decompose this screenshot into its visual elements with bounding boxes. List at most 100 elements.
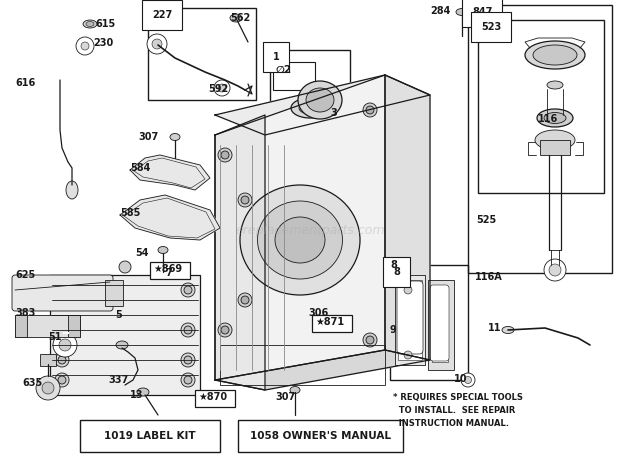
Circle shape: [218, 148, 232, 162]
Ellipse shape: [170, 134, 180, 141]
Bar: [220, 345, 385, 385]
Polygon shape: [215, 115, 265, 390]
Ellipse shape: [306, 88, 334, 112]
Text: 11: 11: [488, 323, 502, 333]
Circle shape: [171, 161, 179, 169]
Text: 9: 9: [390, 325, 397, 335]
Text: 635: 635: [22, 378, 42, 388]
Ellipse shape: [83, 20, 97, 28]
Ellipse shape: [537, 109, 573, 127]
Ellipse shape: [290, 386, 300, 394]
Circle shape: [58, 376, 66, 384]
Circle shape: [58, 356, 66, 364]
Bar: [390, 265, 468, 380]
Bar: [398, 280, 422, 360]
Bar: [50, 275, 200, 395]
Ellipse shape: [230, 14, 242, 22]
Circle shape: [363, 103, 377, 117]
Bar: [68, 315, 80, 337]
Circle shape: [152, 39, 162, 49]
Circle shape: [196, 171, 204, 179]
Circle shape: [544, 259, 566, 281]
Text: 13: 13: [130, 390, 143, 400]
Ellipse shape: [116, 341, 128, 349]
Text: 1: 1: [273, 52, 280, 62]
Text: 625: 625: [15, 270, 35, 280]
Text: 523: 523: [481, 22, 501, 32]
Text: 847: 847: [472, 7, 492, 17]
Circle shape: [461, 373, 475, 387]
Ellipse shape: [275, 217, 325, 263]
Polygon shape: [120, 195, 220, 240]
Bar: [312, 315, 352, 332]
Bar: [195, 390, 235, 407]
Text: 584: 584: [130, 163, 151, 173]
Text: 116: 116: [538, 114, 558, 124]
Circle shape: [42, 382, 54, 394]
Text: 5: 5: [115, 310, 122, 320]
Text: 51: 51: [48, 332, 61, 342]
Circle shape: [141, 166, 149, 174]
Bar: [468, 5, 612, 273]
Bar: [238, 420, 403, 452]
Circle shape: [549, 264, 561, 276]
Text: 562: 562: [230, 13, 250, 23]
Circle shape: [184, 286, 192, 294]
Circle shape: [166, 201, 174, 209]
Circle shape: [221, 151, 229, 159]
Text: 8: 8: [390, 260, 397, 270]
Text: 8: 8: [393, 267, 400, 277]
Circle shape: [404, 286, 412, 294]
Circle shape: [184, 356, 192, 364]
Ellipse shape: [240, 185, 360, 295]
Text: 307: 307: [138, 132, 158, 142]
Circle shape: [55, 283, 69, 297]
Ellipse shape: [525, 41, 585, 69]
Text: 615: 615: [95, 19, 115, 29]
Ellipse shape: [456, 8, 468, 16]
Circle shape: [133, 211, 141, 219]
Circle shape: [55, 323, 69, 337]
Circle shape: [214, 80, 230, 96]
Bar: [15, 315, 80, 337]
Circle shape: [366, 106, 374, 114]
Circle shape: [363, 333, 377, 347]
Ellipse shape: [158, 247, 168, 254]
Circle shape: [218, 323, 232, 337]
Circle shape: [241, 196, 249, 204]
Ellipse shape: [533, 45, 577, 65]
Text: 585: 585: [120, 208, 140, 218]
Circle shape: [59, 339, 71, 351]
Ellipse shape: [535, 130, 575, 150]
FancyBboxPatch shape: [430, 285, 449, 361]
Ellipse shape: [291, 98, 329, 118]
Text: 284: 284: [430, 6, 450, 16]
Circle shape: [36, 376, 60, 400]
Bar: [395, 275, 425, 365]
Text: 307: 307: [275, 392, 295, 402]
Ellipse shape: [257, 201, 342, 279]
Bar: [15, 315, 27, 337]
Text: ★870: ★870: [198, 392, 227, 402]
Circle shape: [218, 84, 226, 92]
Circle shape: [81, 42, 89, 50]
Bar: [540, 140, 570, 155]
Text: 592: 592: [208, 84, 228, 94]
Ellipse shape: [544, 112, 566, 124]
Bar: [80, 420, 220, 452]
Circle shape: [76, 37, 94, 55]
Text: 54: 54: [135, 248, 149, 258]
Text: 616: 616: [15, 78, 35, 88]
Circle shape: [181, 323, 195, 337]
Text: 230: 230: [93, 38, 113, 48]
Ellipse shape: [547, 81, 563, 89]
Circle shape: [53, 333, 77, 357]
FancyBboxPatch shape: [397, 281, 423, 354]
Circle shape: [181, 373, 195, 387]
Text: 116A: 116A: [475, 272, 503, 282]
Circle shape: [58, 326, 66, 334]
Ellipse shape: [298, 81, 342, 119]
Circle shape: [181, 283, 195, 297]
Polygon shape: [130, 155, 210, 190]
Circle shape: [184, 326, 192, 334]
